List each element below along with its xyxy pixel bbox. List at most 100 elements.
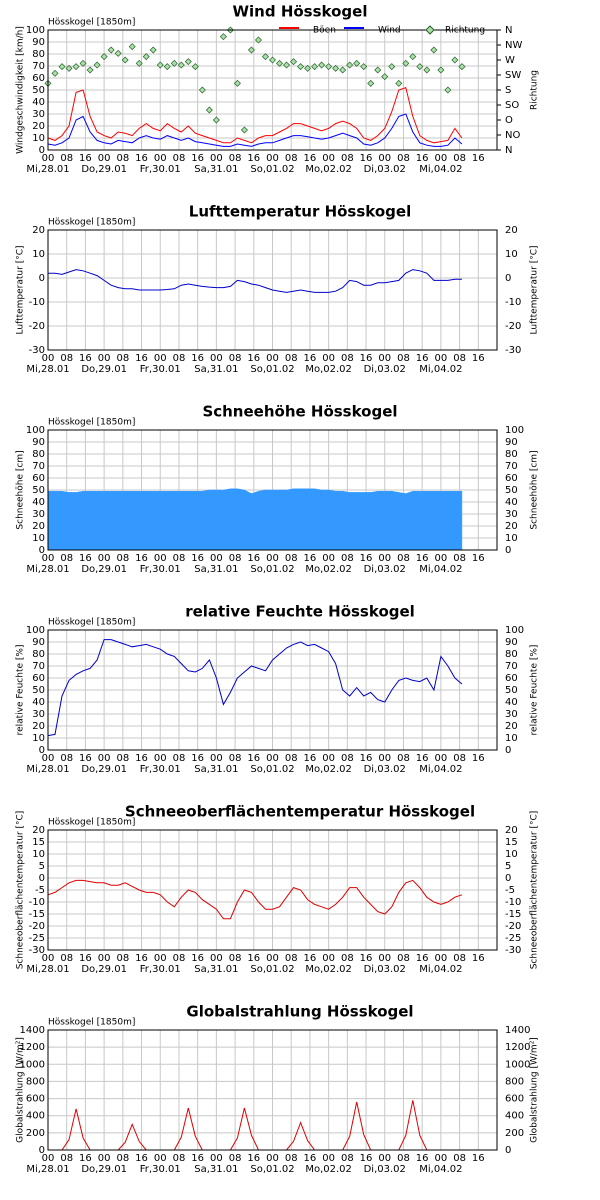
direction-point [367,79,375,87]
y-tick-label: -20 [29,321,45,332]
x-day-label: Mi,04.02 [419,564,462,575]
x-tick-label: 08 [60,1153,73,1164]
x-day-label: Mi,04.02 [419,364,462,375]
direction-point [135,59,143,67]
x-tick-label: 16 [304,553,317,564]
x-tick-label: 08 [116,1153,129,1164]
x-tick-label: 16 [360,1153,373,1164]
x-tick-label: 00 [266,953,279,964]
y-tick-label: 15 [32,837,45,848]
direction-point [332,64,340,72]
x-tick-label: 08 [341,753,354,764]
x-tick-label: 00 [378,753,391,764]
x-day-label: Do,29.01 [81,764,127,775]
x-tick-label: 08 [453,1153,466,1164]
y2-axis-label: Lufttemperatur [°C] [530,246,540,335]
x-day-label: Do,29.01 [81,1164,127,1175]
x-tick-label: 08 [229,753,242,764]
direction-point [430,46,438,54]
x-tick-label: 00 [322,153,335,164]
y2-axis-label: Richtung [530,70,540,110]
y-tick-label: 80 [32,649,45,660]
y-tick-label: -15 [29,909,45,920]
x-tick-label: 16 [304,153,317,164]
x-day-label: Do,29.01 [81,164,127,175]
y2-tick-label: 10 [505,733,518,744]
series-line [47,113,463,147]
y2-tick-label: -15 [505,909,521,920]
x-tick-label: 08 [229,553,242,564]
y-tick-label: 30 [32,709,45,720]
x-tick-label: 00 [98,153,111,164]
station-label: Hösskogel [1850m] [48,818,135,828]
direction-point [184,58,192,66]
x-day-label: Mo,02.02 [305,964,352,975]
x-tick-label: 00 [435,353,448,364]
plot-frame [47,829,498,951]
direction-point [51,69,59,77]
chart-title: Schneehöhe Hösskogel [202,403,397,421]
direction-point [163,63,171,71]
station-label: Hösskogel [1850m] [48,418,135,428]
y-tick-label: 0 [39,273,45,284]
x-tick-label: 00 [322,1153,335,1164]
y-tick-label: 50 [32,85,45,96]
x-tick-label: 16 [191,953,204,964]
x-tick-label: 00 [378,553,391,564]
y-tick-label: 600 [26,1094,45,1105]
direction-point [458,63,466,71]
x-day-label: Sa,31.01 [194,564,238,575]
y2-tick-label: -20 [505,921,521,932]
x-tick-label: 08 [60,353,73,364]
y2-tick-label: 600 [505,1094,524,1105]
x-tick-label: 08 [341,953,354,964]
y2-tick-label: 0 [505,873,511,884]
y2-tick-label: 30 [505,709,518,720]
x-day-label: Mi,28.01 [26,1164,69,1175]
direction-point [219,33,227,41]
x-tick-label: 08 [173,753,186,764]
direction-point [72,63,80,71]
direction-point [297,63,305,71]
x-tick-label: 08 [453,753,466,764]
x-tick-label: 00 [154,753,167,764]
y-tick-label: 0 [39,873,45,884]
direction-point [444,86,452,94]
chart-title: Schneeoberflächentemperatur Hösskogel [125,803,475,821]
direction-point [283,61,291,69]
x-tick-label: 16 [472,153,485,164]
direction-point [409,53,417,61]
x-tick-label: 00 [42,153,55,164]
x-tick-label: 08 [397,553,410,564]
station-label: Hösskogel [1850m] [48,618,135,628]
x-tick-label: 08 [173,153,186,164]
y2-tick-label: 20 [505,721,518,732]
x-tick-label: 16 [79,753,92,764]
x-tick-label: 08 [341,353,354,364]
direction-point [346,61,354,69]
x-tick-label: 00 [98,353,111,364]
y2-tick-label: 1200 [505,1042,530,1053]
y-tick-label: 10 [32,533,45,544]
y2-tick-label: 50 [505,685,518,696]
y-tick-label: 20 [32,121,45,132]
x-day-label: Fr,30.01 [140,564,181,575]
x-tick-label: 16 [472,1153,485,1164]
y2-tick-label: 70 [505,461,518,472]
x-tick-label: 00 [98,753,111,764]
x-tick-label: 00 [435,1153,448,1164]
x-tick-label: 16 [416,953,429,964]
x-day-label: Fr,30.01 [140,764,181,775]
y2-tick-label: NO [505,130,520,141]
direction-point [353,59,361,67]
x-tick-label: 00 [154,1153,167,1164]
direction-point [233,79,241,87]
x-tick-label: 08 [229,153,242,164]
y2-tick-label: S [505,85,511,96]
x-tick-label: 08 [341,153,354,164]
y-axis-label: Globalstrahlung [W/m²] [16,1037,26,1143]
y-tick-label: 10 [32,733,45,744]
x-day-label: So,01.02 [250,164,294,175]
direction-point [318,61,326,69]
direction-point [325,63,333,71]
